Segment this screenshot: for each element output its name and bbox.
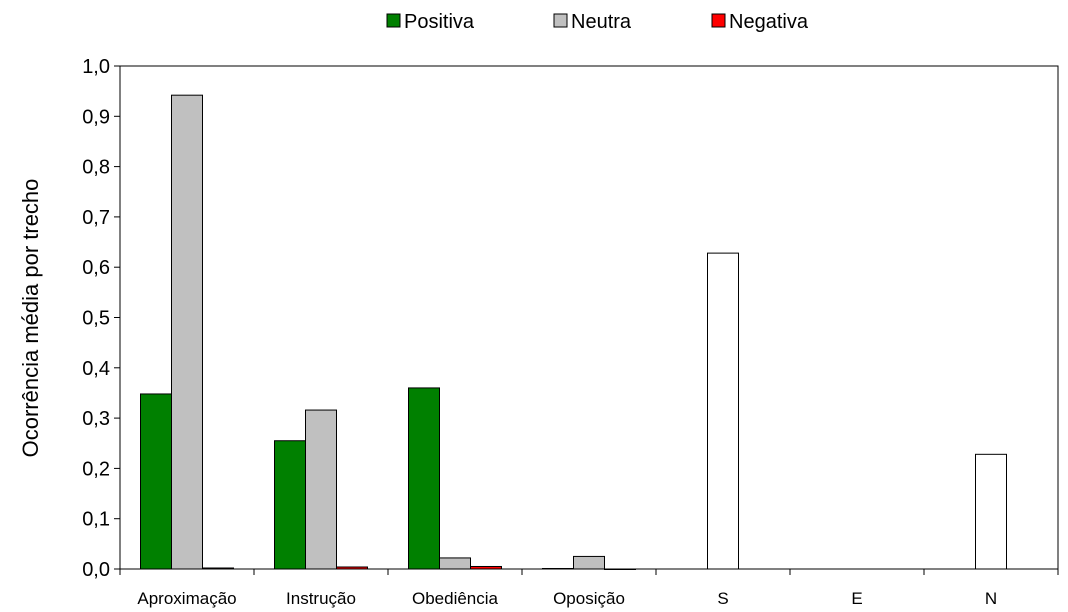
bar-positiva: [274, 440, 306, 570]
bar-positiva: [408, 387, 440, 570]
legend-label-negativa: Negativa: [729, 11, 809, 33]
y-tick-label: 0,6: [82, 257, 110, 279]
plot-frame: [119, 65, 1059, 570]
legend-swatch-negativa: [711, 13, 726, 28]
category-label: Aproximação: [137, 589, 236, 608]
y-tick-label: 0,5: [82, 308, 110, 330]
y-tick-label: 1,0: [82, 56, 110, 78]
y-tick-label: 0,7: [82, 207, 110, 229]
y-tick-label: 0,4: [82, 358, 110, 380]
legend-label-neutra: Neutra: [571, 11, 632, 33]
legend-swatch-positiva: [386, 13, 401, 28]
bar-negativa: [604, 568, 636, 570]
bar-neutra: [305, 409, 337, 570]
y-tick-label: 0,2: [82, 458, 110, 480]
bar-neutra: [171, 94, 203, 570]
plot-area: 0,0 0,1 0,2 0,3 0,4 0,5 0,6 0,7 0,8 0,9 1,0 Aproxim…: [82, 56, 1059, 608]
bar-single: [975, 453, 1007, 570]
bar-neutra: [439, 557, 471, 570]
bar-positiva: [542, 567, 574, 570]
y-axis-label: Ocorrência média por trecho: [18, 179, 43, 458]
bar-neutra: [573, 555, 605, 570]
bar-positiva: [140, 393, 172, 570]
y-tick-label: 0,3: [82, 408, 110, 430]
legend-label-positiva: Positiva: [404, 11, 475, 33]
y-tick-label: 0,0: [82, 559, 110, 581]
y-tick-label: 0,9: [82, 106, 110, 128]
bar-single: [707, 252, 739, 570]
y-tick-label: 0,1: [82, 509, 110, 531]
bar-negativa: [336, 566, 368, 570]
legend-swatch-neutra: [553, 13, 568, 28]
category-label: Instrução: [286, 589, 356, 608]
bar-negativa: [470, 565, 502, 570]
category-label: N: [985, 589, 997, 608]
category-label: Oposição: [553, 589, 625, 608]
y-tick-label: 0,8: [82, 157, 110, 179]
bar-negativa: [202, 567, 234, 570]
category-label: Obediência: [412, 589, 499, 608]
category-label: S: [717, 589, 728, 608]
legend: Positiva Neutra Negativa: [386, 11, 809, 33]
category-label: E: [851, 589, 862, 608]
